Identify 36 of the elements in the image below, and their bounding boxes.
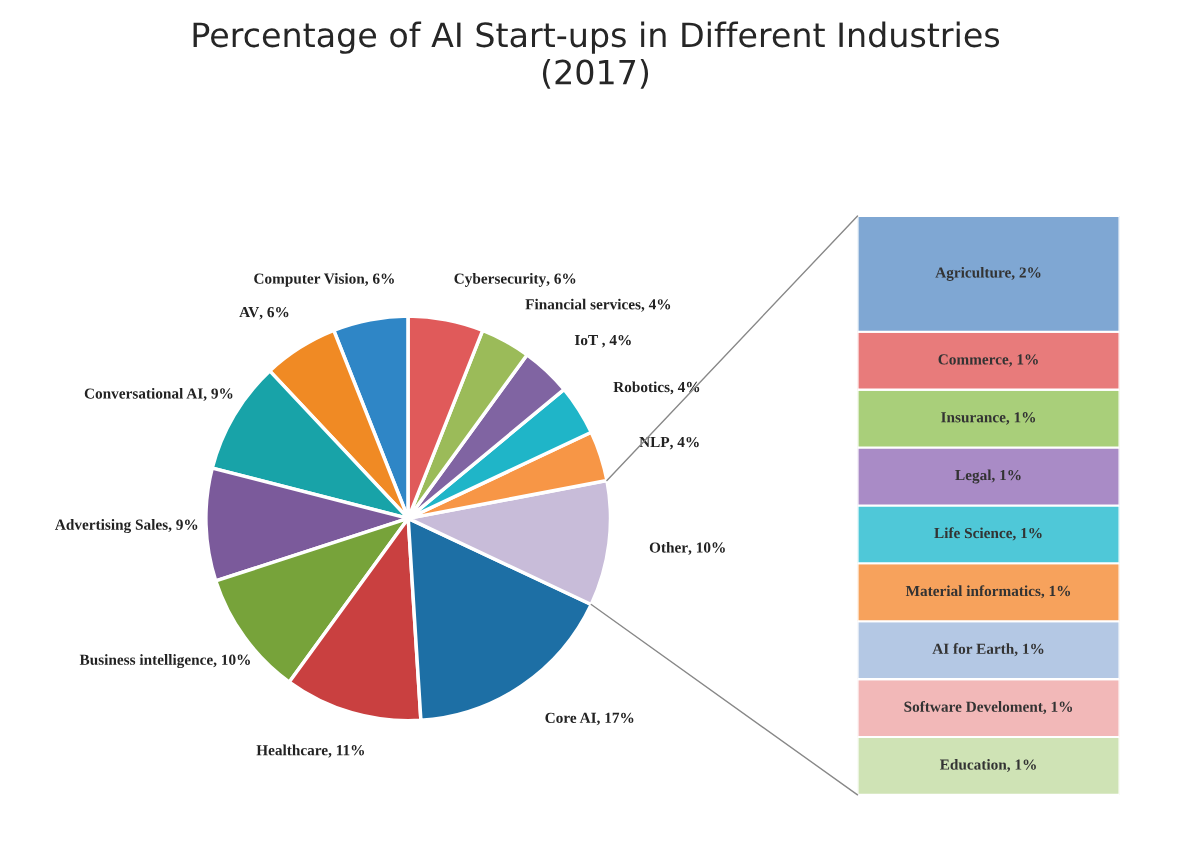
data-label: , 10% <box>688 542 725 555</box>
slice-label: AV <box>239 307 260 318</box>
data-label: , 9% <box>168 519 198 533</box>
data-label: , 6% <box>546 273 576 286</box>
slice-label: Business intelligence <box>79 654 213 669</box>
data-label: , 6% <box>364 273 394 286</box>
chart-title: Percentage of AI Start-ups in Different Industries (2017) <box>193 21 1000 89</box>
slice-label: Robotics <box>613 381 670 393</box>
slice-label: IoT <box>574 335 598 346</box>
data-label: Material informatics, 1% <box>905 585 1071 599</box>
data-label: , 4% <box>670 381 700 395</box>
data-label: Agriculture, 2% <box>935 266 1041 281</box>
data-label: , 11% <box>328 745 364 758</box>
data-label: Education, 1% <box>939 759 1036 772</box>
slice-label: Financial services <box>525 298 641 310</box>
data-label: , 6% <box>259 306 289 320</box>
data-label: Life Science, 1% <box>934 527 1042 541</box>
slice-label: Advertising Sales <box>54 519 168 534</box>
slice-label: Other <box>649 541 688 553</box>
slice-label: Conversational AI <box>84 387 203 399</box>
data-label: Commerce, 1% <box>938 354 1038 367</box>
slice-label: NLP <box>639 437 670 448</box>
data-label: AI for Earth, 1% <box>932 643 1044 657</box>
data-label: , 4% <box>601 334 631 348</box>
data-label: , 9% <box>203 388 233 401</box>
data-label: Insurance, 1% <box>941 412 1036 425</box>
slice-label: Cybersecurity <box>454 272 547 287</box>
data-label: , 4% <box>669 436 699 450</box>
data-label: Legal, 1% <box>955 469 1021 484</box>
data-label: Software Develoment, 1% <box>904 700 1073 715</box>
data-label: , 4% <box>641 299 671 312</box>
slice-label: Computer Vision <box>254 273 365 287</box>
data-label: , 17% <box>596 712 634 726</box>
slice-label: Core AI <box>545 712 597 724</box>
data-label: , 10% <box>213 654 250 668</box>
slice-label: Healthcare <box>256 744 328 756</box>
